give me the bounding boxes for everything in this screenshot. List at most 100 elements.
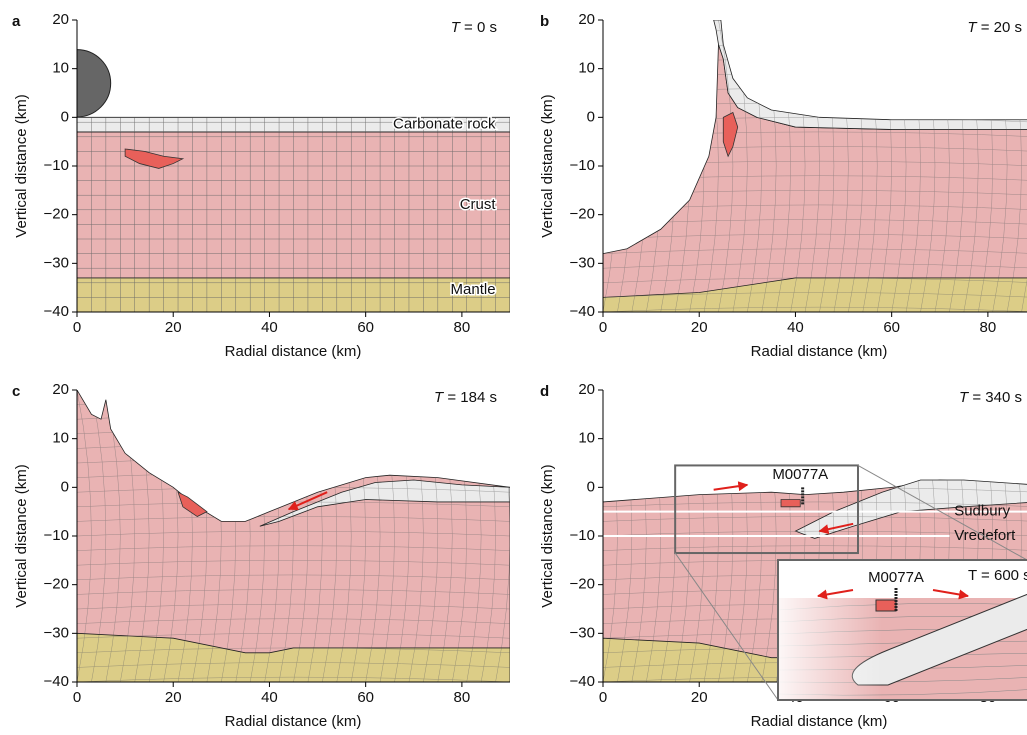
mesh-line: [674, 638, 690, 682]
y-axis-label: Vertical distance (km): [539, 94, 556, 237]
x-tick-label: 80: [454, 689, 471, 706]
mesh-line: [603, 44, 1027, 49]
mesh-line: [660, 638, 676, 682]
motion-arrow: [932, 589, 969, 600]
mesh-line: [77, 545, 510, 551]
zoom-box: [674, 464, 859, 555]
mesh-line: [603, 458, 1027, 463]
time-label: T = 184 s: [434, 389, 497, 406]
y-tick-label: −40: [44, 673, 69, 690]
plot-area: [603, 15, 1027, 312]
mesh-line: [603, 30, 1027, 35]
mesh-line: [77, 516, 510, 522]
motion-arrow: [287, 491, 328, 511]
impactor: [77, 49, 112, 118]
mesh-line: [77, 428, 510, 435]
mesh-line: [77, 444, 510, 449]
mesh-line: [77, 443, 510, 449]
mesh-line: [603, 87, 1027, 94]
time-value: = 20 s: [977, 19, 1022, 36]
mantle: [603, 277, 1027, 312]
mesh-line: [603, 414, 1027, 419]
y-tick-label: −10: [44, 157, 69, 174]
time-label: T = 20 s: [967, 19, 1022, 36]
mesh-line: [603, 15, 1027, 20]
y-tick-label: 0: [587, 478, 595, 495]
x-tick-label: 20: [165, 689, 182, 706]
y-tick-label: −40: [570, 303, 595, 320]
time-label: T = 0 s: [451, 19, 497, 36]
mesh-line: [603, 458, 1027, 463]
y-tick-label: 20: [578, 381, 595, 398]
y-axis-label: Vertical distance (km): [539, 464, 556, 607]
mesh-line: [713, 20, 1027, 21]
x-tick-label: 80: [454, 319, 471, 336]
mesh-line: [603, 44, 1027, 50]
mantle-mesh: [77, 277, 510, 312]
x-tick-label: 40: [787, 319, 804, 336]
annotation: M0077A: [772, 466, 828, 483]
panel-label: b: [540, 13, 549, 30]
x-tick-label: 60: [883, 319, 900, 336]
mesh-line: [713, 44, 1027, 50]
time-label: T = 340 s: [959, 389, 1022, 406]
mesh-line: [603, 292, 1027, 298]
mesh-line: [603, 102, 1027, 108]
annotation: Mantle: [451, 281, 496, 298]
y-tick-label: 10: [52, 430, 69, 447]
carbonate: [259, 479, 510, 527]
mesh-line: [509, 390, 510, 682]
mesh-line: [148, 633, 164, 682]
x-axis-label: Radial distance (km): [225, 713, 362, 730]
x-tick-label: 20: [691, 319, 708, 336]
mesh-line: [177, 633, 193, 682]
crust-mesh: [77, 131, 510, 278]
mesh-line: [603, 73, 1027, 79]
y-tick-label: 0: [61, 108, 69, 125]
x-tick-label: 20: [691, 689, 708, 706]
mesh-line: [603, 263, 1027, 269]
y-tick-label: 10: [578, 60, 595, 77]
y-tick-label: 10: [578, 430, 595, 447]
time-symbol: T: [959, 389, 970, 406]
y-tick-label: −20: [570, 206, 595, 223]
mesh-line: [603, 74, 1027, 79]
mesh-line: [603, 429, 1027, 434]
mesh-line: [713, 87, 1027, 94]
y-tick-label: −30: [44, 624, 69, 641]
mesh-line: [617, 638, 633, 682]
mesh-line: [603, 88, 1027, 93]
mesh-line: [77, 458, 510, 463]
mesh-line: [91, 633, 107, 682]
plot-area: [77, 49, 510, 312]
mesh-line: [77, 662, 510, 668]
mesh-line: [77, 560, 510, 566]
y-tick-label: −30: [44, 254, 69, 271]
mesh-line: [713, 117, 1027, 123]
mesh-line: [713, 29, 1027, 35]
mesh-line: [509, 633, 510, 682]
motion-arrow: [817, 589, 854, 600]
mesh-line: [77, 429, 510, 434]
mesh-line: [603, 103, 1027, 108]
mesh-line: [713, 58, 1027, 65]
panel-label: c: [12, 383, 20, 400]
carbonate-mesh: [77, 117, 510, 132]
x-tick-label: 0: [599, 689, 607, 706]
panel-label: d: [540, 383, 549, 400]
x-tick-label: 60: [357, 319, 374, 336]
x-tick-label: 0: [599, 319, 607, 336]
inset-fade: [778, 560, 1027, 700]
mesh-line: [77, 458, 510, 463]
annotation: Carbonate rock: [393, 116, 496, 133]
x-tick-label: 0: [73, 689, 81, 706]
x-axis-label: Radial distance (km): [751, 713, 888, 730]
mesh-line: [603, 15, 1027, 20]
inset-site: M0077A: [868, 569, 924, 586]
mesh-line: [77, 444, 510, 449]
y-tick-label: 0: [61, 478, 69, 495]
